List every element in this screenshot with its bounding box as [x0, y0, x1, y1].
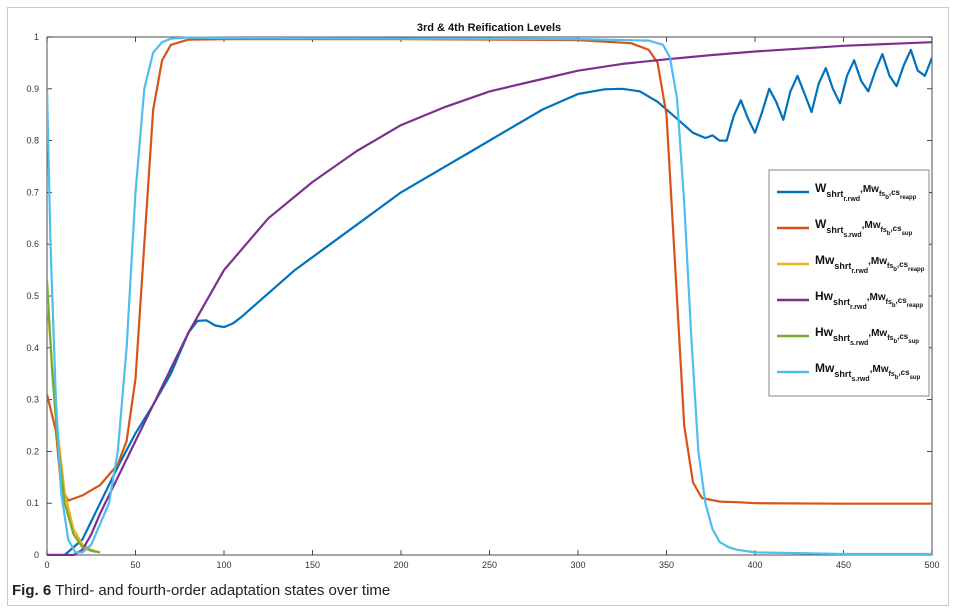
series-line-4 — [47, 41, 932, 556]
legend-text-part: shrt — [834, 261, 851, 271]
x-tick-label: 200 — [393, 560, 408, 570]
legend-text-part: ,Mw — [868, 328, 887, 339]
legend-text-part: b — [895, 375, 899, 381]
legend-text-part: fs — [881, 227, 887, 234]
legend-entry: Hwshrtr.rwd,Mwfsb,csreapp — [815, 289, 923, 311]
legend-text-part: shrt — [834, 369, 851, 379]
x-tick-label: 100 — [216, 560, 231, 570]
y-tick-label: 0.2 — [26, 446, 39, 456]
legend-text-part: ,cs — [890, 224, 902, 233]
x-tick-label: 350 — [659, 560, 674, 570]
x-tick-label: 150 — [305, 560, 320, 570]
figure-frame — [7, 7, 949, 606]
x-tick-label: 250 — [482, 560, 497, 570]
y-tick-label: 0.4 — [26, 343, 39, 353]
legend-text-part: fs — [879, 191, 885, 198]
series-line-5 — [47, 280, 101, 554]
legend-text-part: r.rwd — [843, 196, 860, 203]
legend-text-part: ,cs — [897, 260, 909, 269]
x-tick-label: 0 — [44, 560, 49, 570]
chart-title: 3rd & 4th Reification Levels — [417, 22, 561, 34]
x-tick-label: 450 — [836, 560, 851, 570]
x-tick-label: 50 — [130, 560, 140, 570]
x-tick-label: 400 — [747, 560, 762, 570]
figure-caption: Fig. 6 Third- and fourth-order adaptatio… — [12, 582, 390, 599]
x-tick-label: 300 — [570, 560, 585, 570]
legend-text-part: Hw — [815, 325, 834, 339]
legend-text-part: ,cs — [897, 332, 909, 341]
legend-text-part: ,cs — [898, 368, 910, 377]
y-tick-label: 0 — [34, 550, 39, 560]
legend-text-part: W — [815, 181, 827, 195]
legend-text-part: shrt — [826, 225, 843, 235]
legend-text-part: W — [815, 217, 827, 231]
legend-text-part: fs — [887, 335, 893, 342]
legend-text-part: sup — [908, 339, 919, 345]
legend-entry: Mwshrtr.rwd,Mwfsb,csreapp — [815, 253, 925, 275]
legend-text-part: reapp — [907, 303, 924, 309]
legend-text-part: fs — [887, 263, 893, 270]
legend-text-part: s.rwd — [843, 232, 861, 239]
legend-text-part: ,cs — [896, 296, 908, 305]
legend-text-part: shrt — [833, 297, 850, 307]
legend-entry: Hwshrts.rwd,Mwfsb,cssup — [815, 325, 919, 347]
legend-box — [768, 169, 930, 397]
legend-text-part: ,Mw — [860, 184, 879, 195]
legend-text-part: ,Mw — [867, 292, 886, 303]
legend-text-part: reapp — [900, 195, 917, 201]
legend-entry: Mwshrts.rwd,Mwfsb,cssup — [815, 361, 921, 383]
line-chart: 3rd & 4th Reification Levels 0 50 100 150 20… — [26, 22, 940, 570]
x-axis: 0 50 100 150 200 250 300 350 400 450 500 — [44, 37, 940, 570]
legend-text-part: b — [893, 267, 897, 273]
series-group — [47, 36, 932, 556]
legend-text-part: s.rwd — [850, 340, 868, 347]
y-tick-label: 0.1 — [26, 498, 39, 508]
legend-text-part: Mw — [815, 253, 835, 267]
legend-text-part: r.rwd — [851, 268, 868, 275]
legend-text-part: shrt — [826, 189, 843, 199]
legend-text-part: r.rwd — [850, 304, 867, 311]
legend-text-part: ,Mw — [868, 256, 887, 267]
y-tick-label: 0.7 — [26, 187, 39, 197]
legend-text-part: ,Mw — [862, 220, 881, 231]
y-tick-label: 0.6 — [26, 239, 39, 249]
legend-entry: Wshrtr.rwd,Mwfsb,csreapp — [815, 181, 917, 203]
legend-text-part: ,cs — [889, 188, 901, 197]
caption-label: Fig. 6 — [12, 582, 52, 599]
legend-text-part: sup — [902, 231, 913, 237]
legend-text-part: shrt — [833, 333, 850, 343]
legend-text-part: b — [885, 195, 889, 201]
legend-text-part: fs — [886, 299, 892, 306]
legend-text-part: b — [893, 339, 897, 345]
x-tick-label: 500 — [924, 560, 939, 570]
legend-text-part: Mw — [815, 361, 835, 375]
y-tick-label: 0.9 — [26, 84, 39, 94]
legend-text-part: sup — [910, 375, 921, 381]
y-axis: 0 0.1 0.2 0.3 0.4 0.5 0.6 0.7 0.8 0.9 1 — [26, 32, 932, 560]
y-tick-label: 0.5 — [26, 291, 39, 301]
series-line-1 — [47, 48, 932, 556]
caption-text: Third- and fourth-order adaptation state… — [51, 582, 391, 599]
legend-text-part: b — [892, 303, 896, 309]
y-tick-label: 0.8 — [26, 136, 39, 146]
legend: Wshrtr.rwd,Mwfsb,csreappWshrts.rwd,Mwfsb… — [768, 169, 930, 397]
legend-text-part: ,Mw — [870, 364, 889, 375]
legend-text-part: Hw — [815, 289, 834, 303]
legend-text-part: fs — [889, 371, 895, 378]
legend-entry: Wshrts.rwd,Mwfsb,cssup — [815, 217, 913, 239]
legend-text-part: b — [887, 231, 891, 237]
legend-text-part: reapp — [908, 267, 925, 273]
y-tick-label: 1 — [34, 32, 39, 42]
series-line-6 — [47, 36, 932, 556]
y-tick-label: 0.3 — [26, 395, 39, 405]
legend-text-part: s.rwd — [851, 376, 869, 383]
